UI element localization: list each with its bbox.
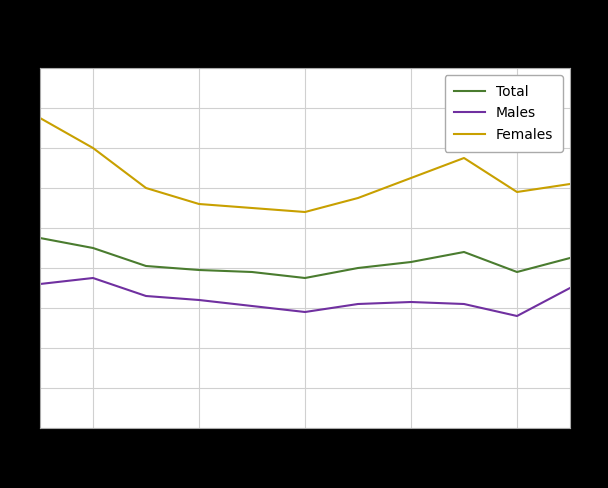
Females bbox=[513, 189, 520, 195]
Females bbox=[407, 175, 415, 181]
Total bbox=[195, 267, 202, 273]
Total bbox=[407, 259, 415, 265]
Males bbox=[567, 285, 574, 291]
Males bbox=[460, 301, 468, 307]
Total bbox=[248, 269, 255, 275]
Males bbox=[407, 299, 415, 305]
Total bbox=[302, 275, 309, 281]
Females bbox=[195, 201, 202, 207]
Total bbox=[142, 263, 150, 269]
Females bbox=[89, 145, 97, 151]
Total bbox=[460, 249, 468, 255]
Total bbox=[36, 235, 44, 241]
Females bbox=[460, 155, 468, 161]
Males bbox=[302, 309, 309, 315]
Line: Males: Males bbox=[40, 278, 570, 316]
Males bbox=[89, 275, 97, 281]
Females bbox=[354, 195, 362, 201]
Total bbox=[513, 269, 520, 275]
Males bbox=[36, 281, 44, 287]
Total bbox=[567, 255, 574, 261]
Males bbox=[354, 301, 362, 307]
Legend: Total, Males, Females: Total, Males, Females bbox=[444, 75, 563, 152]
Males bbox=[513, 313, 520, 319]
Line: Total: Total bbox=[40, 238, 570, 278]
Females bbox=[36, 115, 44, 121]
Females bbox=[248, 205, 255, 211]
Females bbox=[142, 185, 150, 191]
Males bbox=[195, 297, 202, 303]
Total bbox=[89, 245, 97, 251]
Males bbox=[248, 303, 255, 309]
Line: Females: Females bbox=[40, 118, 570, 212]
Females bbox=[302, 209, 309, 215]
Males bbox=[142, 293, 150, 299]
Females bbox=[567, 181, 574, 187]
Total bbox=[354, 265, 362, 271]
